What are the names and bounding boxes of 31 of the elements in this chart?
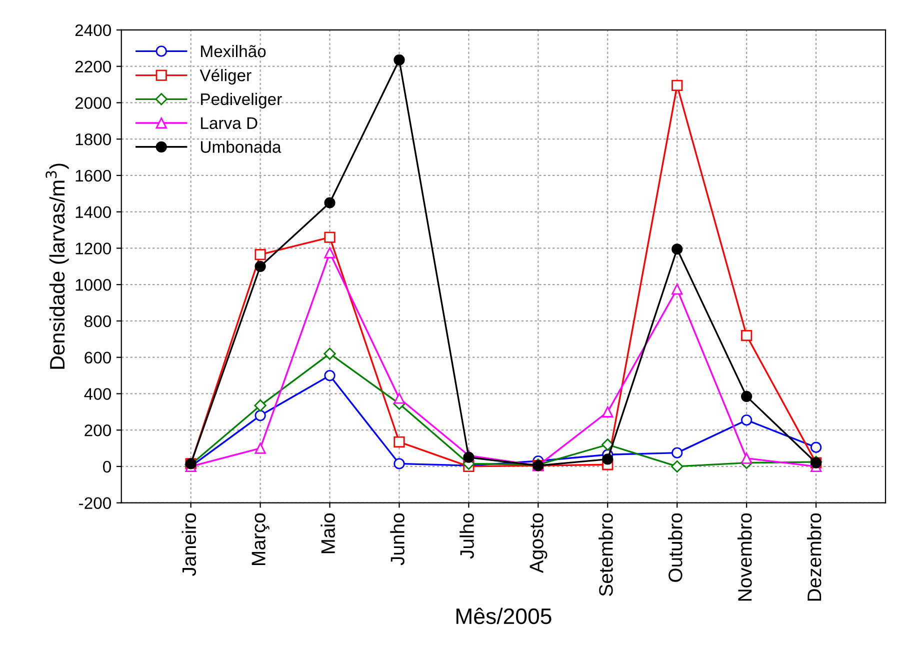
y-tick-label: 2200 — [75, 60, 111, 73]
x-tick-label: Maio — [320, 513, 335, 554]
x-tick-label: Outubro — [668, 513, 682, 582]
y-tick-label: 1800 — [76, 133, 111, 146]
y-tick-label: 1600 — [76, 170, 111, 182]
legend-label: Véliger — [200, 68, 252, 85]
y-tick-label: 0 — [103, 460, 111, 473]
x-tick-label: Junho — [390, 513, 404, 566]
x-tick-label: Março — [252, 513, 270, 565]
legend-label: Mexilhão — [201, 44, 266, 58]
y-tick-label: 1000 — [76, 278, 111, 291]
y-tick-label: 400 — [84, 388, 111, 400]
x-tick-label: Dezembro — [806, 513, 822, 601]
x-tick-label: Janeiro — [182, 513, 196, 576]
y-tick-label: 600 — [84, 352, 111, 364]
y-tick-label: -200 — [79, 497, 111, 510]
x-tick-label: Julho — [460, 513, 474, 559]
y-tick-label: 1200 — [76, 242, 111, 254]
y-tick-label: 2000 — [75, 97, 111, 109]
legend-label: Umbonada — [200, 140, 282, 153]
x-tick-label: Setembro — [598, 513, 613, 596]
legend-label: Larva D — [201, 117, 258, 130]
y-tick-label: 200 — [84, 424, 111, 436]
y-tick-label: 1400 — [76, 206, 111, 218]
legend-label: Pediveliger — [201, 92, 282, 108]
x-tick-label: Agosto — [530, 513, 548, 574]
y-tick-label: 2400 — [75, 24, 111, 36]
y-tick-label: 800 — [84, 315, 111, 328]
x-tick-label: Novembro — [738, 513, 752, 601]
y-axis-title: Densidade (larvas/m$^{3}$) — [46, 164, 69, 369]
x-axis-title: Mês/2005 — [456, 608, 552, 624]
